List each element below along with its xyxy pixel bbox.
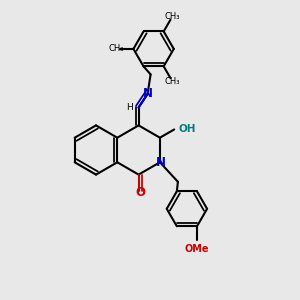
Text: CH₃: CH₃ — [109, 44, 124, 53]
Text: OH: OH — [179, 124, 196, 134]
Text: H: H — [127, 103, 133, 112]
Text: OMe: OMe — [185, 244, 209, 254]
Text: O: O — [135, 186, 145, 199]
Text: CH₃: CH₃ — [164, 12, 180, 21]
Text: N: N — [155, 156, 166, 169]
Text: N: N — [142, 87, 153, 101]
Text: CH₃: CH₃ — [164, 77, 180, 86]
